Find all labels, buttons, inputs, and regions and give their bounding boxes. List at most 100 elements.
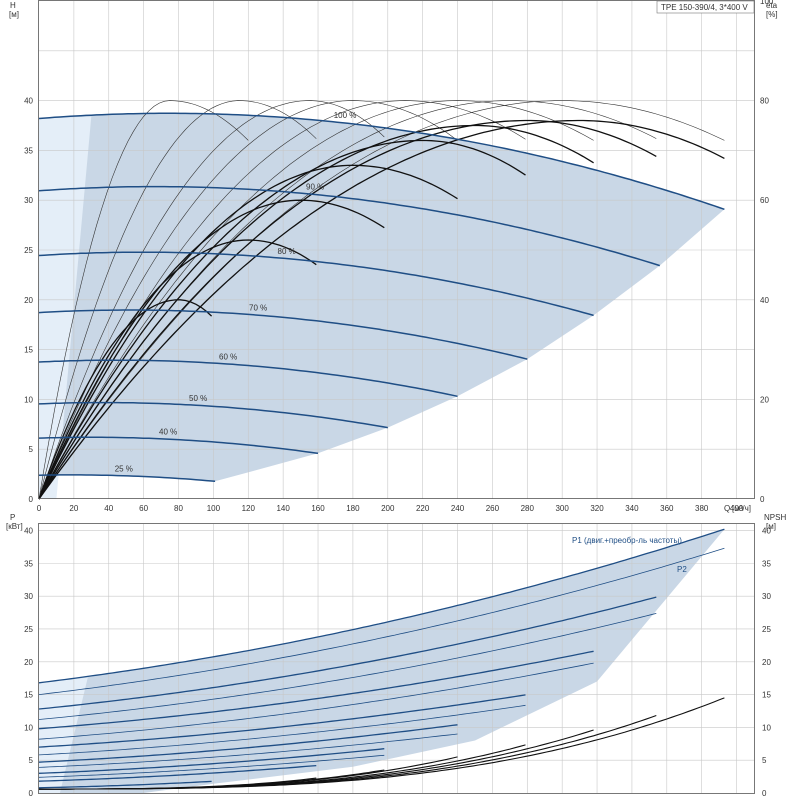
speed-label: 25 % <box>115 465 133 474</box>
top-tick-labels: 0 20 40 60 80 100 120 140 160 180 200 220 240 260 280 3… <box>24 0 774 513</box>
npsh-tick-label: 5 <box>762 756 767 765</box>
x-tick-label: 300 <box>555 504 569 513</box>
p2-curve <box>38 613 657 720</box>
y2-axis-unit-npsh: [м] <box>766 522 776 531</box>
efficiency-curve-bold <box>38 139 526 500</box>
head-curve <box>38 185 661 267</box>
y2-tick-label: 20 <box>760 395 769 404</box>
p2-curve <box>38 733 458 768</box>
y-tick-label: 40 <box>24 97 33 106</box>
npsh-curve <box>39 777 317 790</box>
x-tick-label: 0 <box>37 504 42 513</box>
head-curve <box>38 251 594 317</box>
p1-curve <box>38 694 526 748</box>
efficiency-curve <box>38 100 385 500</box>
x-axis-unit-q: [м³/ч] <box>732 504 751 513</box>
efficiency-curve-bold <box>38 164 458 500</box>
x-tick-label: 340 <box>625 504 639 513</box>
efficiency-curve <box>38 100 594 500</box>
envelope-area <box>39 529 725 793</box>
y-axis-label-h: H <box>10 1 16 10</box>
bottom-frame <box>38 523 755 794</box>
efficiency-curve-bold <box>38 124 594 500</box>
x-tick-label: 100 <box>207 504 221 513</box>
power-npsh-panel: 0 5 10 15 20 25 30 35 40 0 5 10 15 20 25 30 35 40 P [кВт]… <box>6 513 786 798</box>
x-tick-label: 240 <box>451 504 465 513</box>
y-tick-label: 10 <box>24 395 33 404</box>
efficiency-curve-bold <box>38 199 385 500</box>
head-curves <box>38 112 725 483</box>
speed-label: 80 % <box>278 247 296 256</box>
y2-axis-label-npsh: NPSH <box>764 513 786 522</box>
x-tick-label: 200 <box>381 504 395 513</box>
x-tick-label: 180 <box>346 504 360 513</box>
x-tick-label: 60 <box>139 504 148 513</box>
p2-curve <box>38 754 385 778</box>
p1-curve <box>38 596 657 710</box>
y-axis-unit-p: [кВт] <box>6 522 23 531</box>
npsh-tick-label: 40 <box>762 527 771 536</box>
p2-curve <box>38 662 594 740</box>
y-tick-label: 35 <box>24 146 33 155</box>
efficiency-curve <box>38 100 725 500</box>
npsh-tick-label: 10 <box>762 723 771 732</box>
efficiency-curve-bold <box>38 119 657 500</box>
x-tick-label: 120 <box>242 504 256 513</box>
p2-curve <box>38 704 526 756</box>
x-tick-label: 320 <box>590 504 604 513</box>
chart-title: TPE 150-390/4, 3*400 V <box>661 3 748 12</box>
head-curve <box>38 309 528 360</box>
operating-envelope-bottom <box>39 529 725 793</box>
p-tick-label: 15 <box>24 691 33 700</box>
x-tick-label: 140 <box>276 504 290 513</box>
x-tick-label: 20 <box>69 504 78 513</box>
y-tick-label: 5 <box>29 445 34 454</box>
efficiency-curve-bold <box>38 239 317 500</box>
p-tick-label: 30 <box>24 592 33 601</box>
p-tick-label: 10 <box>24 723 33 732</box>
speed-label: 90 % <box>306 183 324 192</box>
p1-curve <box>38 528 725 684</box>
y2-tick-label: 100 <box>760 0 774 6</box>
p1-curve <box>38 780 212 789</box>
y2-axis-label-eta: eta <box>766 1 778 10</box>
top-frame <box>38 0 755 499</box>
x-tick-label: 220 <box>416 504 430 513</box>
p-tick-label: 40 <box>24 527 33 536</box>
npsh-tick-label: 0 <box>762 789 767 798</box>
head-curve <box>38 112 725 211</box>
envelope-area <box>39 113 725 500</box>
y-tick-label: 0 <box>29 495 34 504</box>
p2-curve <box>38 547 725 695</box>
head-curve <box>38 401 388 429</box>
efficiency-curve <box>38 100 317 500</box>
p-tick-label: 35 <box>24 559 33 568</box>
y-axis-unit-h: [м] <box>9 10 19 19</box>
npsh-tick-label: 35 <box>762 559 771 568</box>
p1-curve <box>38 724 458 763</box>
efficiency-curve-bold <box>38 119 725 500</box>
efficiency-curve <box>38 100 458 500</box>
y-tick-label: 25 <box>24 246 33 255</box>
speed-label: 50 % <box>189 394 207 403</box>
y-tick-label: 20 <box>24 296 33 305</box>
speed-labels: 100 % 90 % 80 % 70 % 60 % 50 % 40 % 25 % <box>115 111 357 474</box>
bottom-grid <box>39 524 754 793</box>
x-tick-label: 380 <box>695 504 709 513</box>
x-tick-label: 40 <box>104 504 113 513</box>
npsh-curves <box>39 697 725 790</box>
p1-curve <box>38 650 594 730</box>
efficiency-curves <box>38 100 725 500</box>
envelope-strip <box>39 677 88 793</box>
bottom-tick-labels: 0 5 10 15 20 25 30 35 40 0 5 10 15 20 25 30 35 40 <box>24 527 771 798</box>
efficiency-curve <box>38 100 249 500</box>
series-label-p2: P2 <box>677 565 687 574</box>
p2-curves <box>38 547 725 778</box>
p-tick-label: 20 <box>24 658 33 667</box>
x-tick-label: 360 <box>660 504 674 513</box>
head-curve <box>38 436 319 455</box>
y-tick-label: 15 <box>24 346 33 355</box>
head-efficiency-panel: 100 % 90 % 80 % 70 % 60 % 50 % 40 % 25 % 0 20 40 6… <box>9 0 778 513</box>
x-tick-label: 280 <box>521 504 535 513</box>
